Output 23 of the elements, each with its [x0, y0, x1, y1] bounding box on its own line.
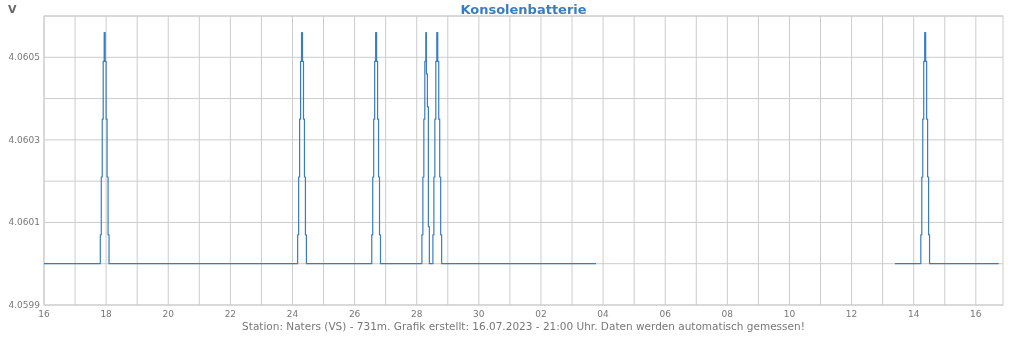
x-tick-label: 24	[286, 309, 299, 319]
x-tick-label: 12	[845, 309, 858, 319]
y-tick-label: 4.0603	[8, 134, 40, 145]
y-tick-label: 4.0599	[8, 300, 41, 310]
x-tick-label: 14	[907, 309, 920, 319]
x-tick-label: 22	[224, 309, 237, 319]
y-tick-label: 4.0605	[8, 52, 40, 63]
x-tick-label: 16	[970, 309, 982, 319]
x-tick-label: 30	[473, 309, 485, 319]
x-tick-label: 18	[100, 309, 113, 319]
text: Station: Naters (VS) - 731m. Grafik erstellt: 16.07.2023 - 21:00 Uhr. Daten werden automatisch gemessen!	[242, 320, 805, 332]
x-tick-label: 16	[38, 309, 50, 319]
x-tick-label: 02	[535, 309, 547, 319]
x-tick-label: 20	[162, 309, 175, 319]
x-tick-label: 04	[597, 309, 610, 319]
x-tick-label: 28	[411, 309, 423, 319]
y-axis-title: V	[8, 3, 17, 16]
x-tick-label: 10	[783, 309, 796, 319]
x-tick-label: 06	[659, 309, 672, 319]
x-tick-label: 26	[348, 309, 361, 319]
chart-title: Konsolenbatterie	[460, 2, 587, 17]
x-tick-label: 08	[721, 309, 734, 319]
y-tick-label: 4.0601	[8, 217, 40, 228]
